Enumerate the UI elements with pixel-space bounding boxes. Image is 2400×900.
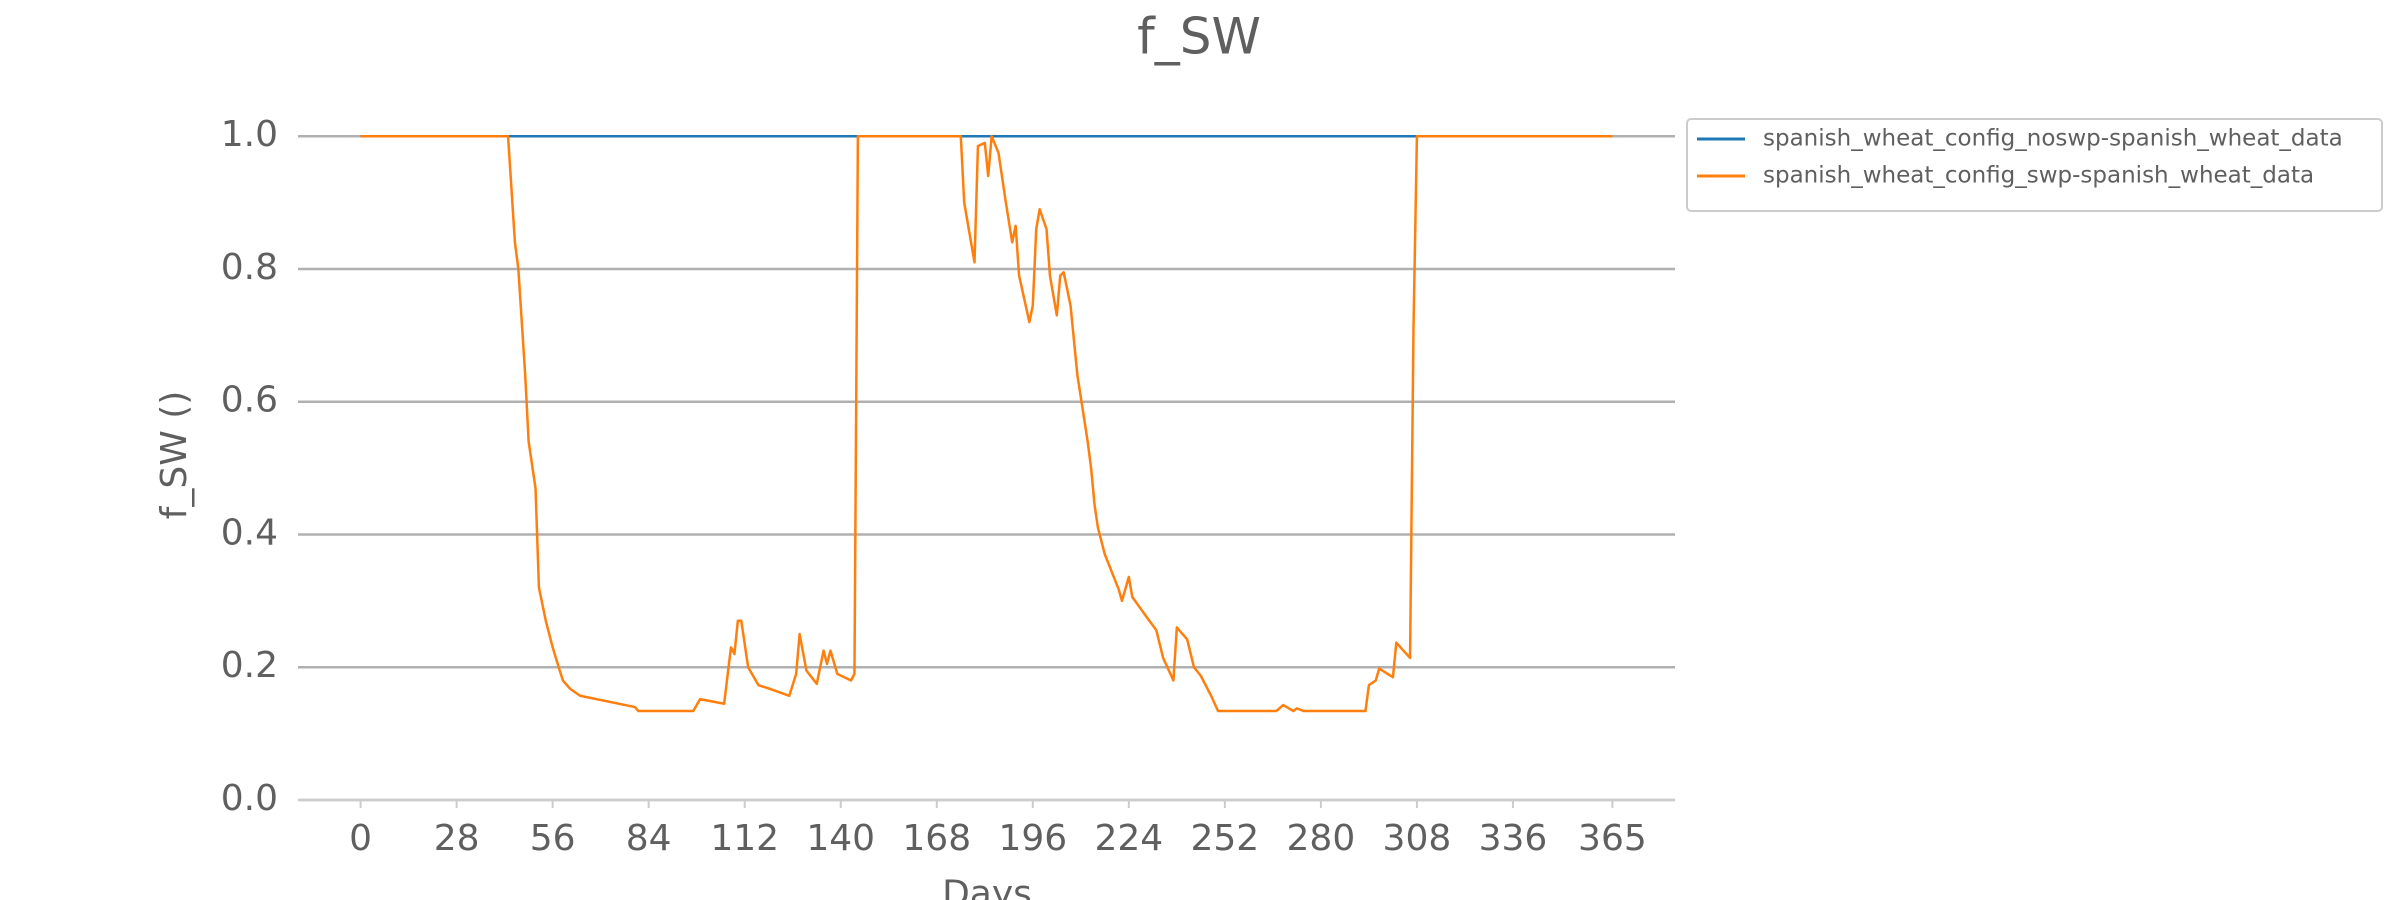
x-tick-label: 140 — [806, 818, 875, 859]
x-tick-label: 336 — [1479, 818, 1548, 859]
x-tick-label: 196 — [998, 818, 1067, 859]
x-tick-label: 28 — [434, 818, 480, 859]
y-tick-label: 0.8 — [221, 247, 278, 288]
x-tick-label: 0 — [349, 818, 372, 859]
y-tick-label: 0.2 — [221, 645, 278, 686]
x-tick-label: 84 — [626, 818, 672, 859]
legend-label: spanish_wheat_config_swp-spanish_wheat_d… — [1763, 163, 2314, 189]
y-tick-label: 0.6 — [221, 380, 278, 421]
x-tick-label: 252 — [1191, 818, 1260, 859]
legend: spanish_wheat_config_noswp-spanish_wheat… — [1686, 118, 2383, 212]
chart-title: f_SW — [1137, 8, 1261, 66]
x-tick-label: 56 — [530, 818, 576, 859]
x-tick-label: 308 — [1383, 818, 1452, 859]
legend-label: spanish_wheat_config_noswp-spanish_wheat… — [1763, 126, 2343, 152]
x-axis-label: Days — [942, 874, 1032, 900]
x-tick-label: 224 — [1094, 818, 1163, 859]
x-tick-label: 168 — [902, 818, 971, 859]
x-tick-label: 365 — [1578, 818, 1647, 859]
series-line — [360, 134, 1613, 713]
y-tick-label: 0.0 — [221, 778, 278, 819]
x-tick-label: 280 — [1287, 818, 1356, 859]
y-tick-label: 1.0 — [221, 114, 278, 155]
y-axis-label: f_SW () — [154, 391, 195, 520]
legend-box — [1686, 118, 2383, 212]
x-tick-label: 112 — [710, 818, 779, 859]
y-tick-label: 0.4 — [221, 512, 278, 553]
